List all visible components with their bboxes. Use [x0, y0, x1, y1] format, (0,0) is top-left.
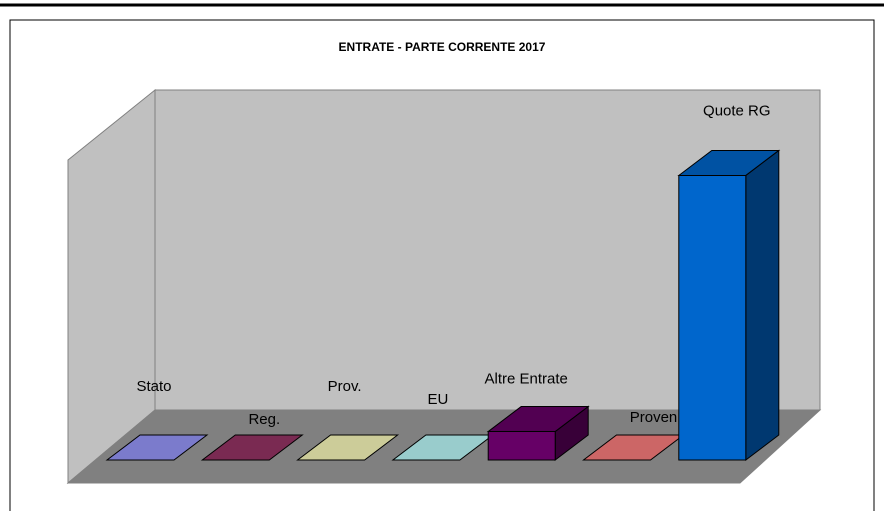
- bar-front: [487, 431, 556, 461]
- data-label: Quote RG: [703, 102, 771, 119]
- bar: [200, 434, 304, 461]
- data-label: Prov.: [328, 378, 362, 395]
- data-label: Reg.: [248, 411, 280, 428]
- bar: [677, 149, 781, 462]
- data-label: Stato: [136, 378, 171, 395]
- bar-top: [677, 149, 781, 176]
- data-label: Proven: [630, 409, 678, 426]
- bar: [486, 405, 590, 462]
- bar-top: [105, 434, 209, 461]
- bar-top: [486, 406, 590, 433]
- frame: [9, 19, 875, 511]
- data-label: Altre Entrate: [485, 371, 568, 388]
- bar-side: [745, 149, 780, 462]
- bar-top: [296, 434, 400, 461]
- bar: [296, 434, 400, 461]
- bar: [105, 434, 209, 461]
- bar-top: [200, 434, 304, 461]
- chart-title: ENTRATE - PARTE CORRENTE 2017: [339, 40, 546, 54]
- data-label: EU: [427, 391, 448, 408]
- bar-front: [678, 174, 747, 461]
